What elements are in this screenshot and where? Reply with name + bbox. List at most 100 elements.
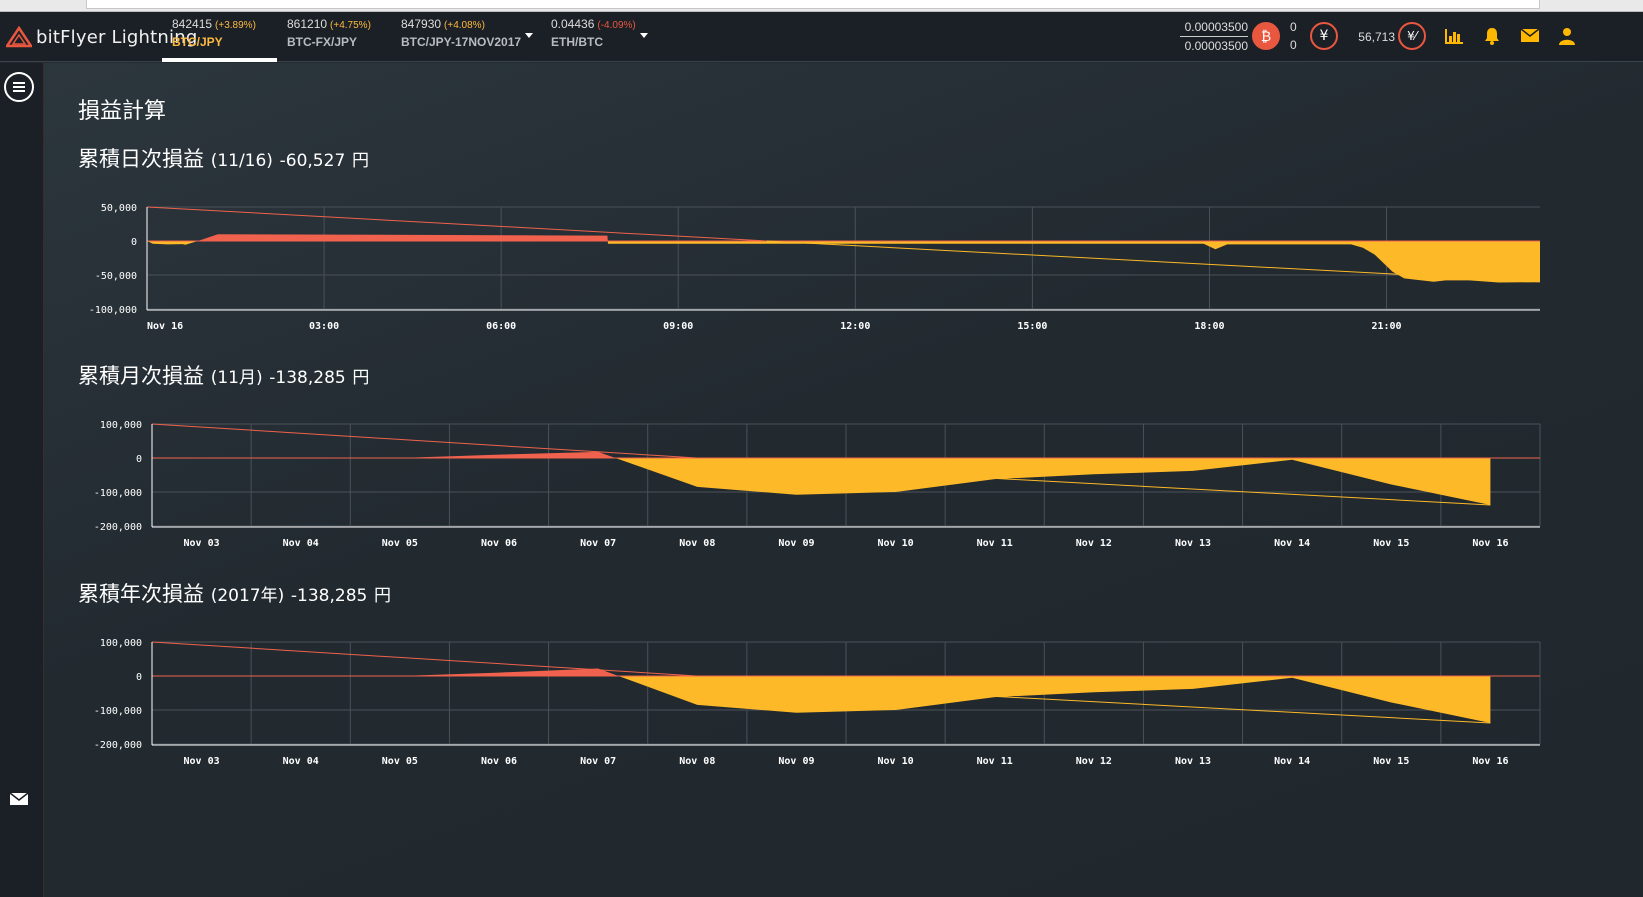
- address-bar[interactable]: [86, 0, 1540, 9]
- y-tick-label: -100,000: [89, 305, 137, 316]
- x-tick-label: Nov 06: [481, 538, 517, 549]
- trend-line: [151, 641, 698, 677]
- ticker-symbol: BTC-FX/JPY: [287, 35, 358, 49]
- chevron-down-icon[interactable]: [640, 33, 648, 38]
- logo[interactable]: bitFlyer Lightning: [6, 24, 197, 50]
- ticker-symbol: BTC/JPY: [172, 35, 223, 49]
- section-unit: 円: [374, 586, 392, 606]
- chart-icon[interactable]: [1444, 27, 1464, 50]
- x-tick-label: Nov 08: [679, 756, 715, 767]
- x-tick-label: Nov 04: [283, 538, 319, 549]
- chevron-down-icon[interactable]: [525, 33, 533, 38]
- x-tick-label: Nov 12: [1076, 756, 1112, 767]
- btc-balance-top: 0.00003500: [1180, 20, 1248, 37]
- jpy-balance-bottom: 0: [1290, 38, 1297, 52]
- monthly-pnl-title: 累積月次損益 (11月) -138,285 円: [78, 360, 369, 390]
- yearly-pnl-title: 累積年次損益 (2017年) -138,285 円: [78, 578, 391, 608]
- y-tick-label: 100,000: [100, 638, 142, 649]
- x-tick-label: Nov 04: [283, 756, 319, 767]
- loss-area: [152, 676, 1491, 723]
- y-tick-label: 0: [136, 672, 142, 683]
- x-tick-label: Nov 13: [1175, 756, 1211, 767]
- menu-icon[interactable]: [4, 72, 34, 102]
- yen-icon[interactable]: ¥: [1310, 22, 1338, 50]
- x-tick-label: 18:00: [1194, 321, 1224, 332]
- mail-icon[interactable]: [10, 793, 28, 805]
- ticker-price: 847930: [401, 17, 442, 31]
- section-amount: -138,285: [269, 368, 346, 388]
- section-period: (11月): [210, 368, 263, 388]
- btc-balance-bottom: 0.00003500: [1184, 39, 1248, 53]
- section-amount: -138,285: [290, 586, 368, 606]
- ticker-eth-btc[interactable]: 0.04436 (-4.09%) ETH/BTC: [541, 12, 641, 62]
- section-label: 累積年次損益: [78, 582, 204, 606]
- ticker-btc-jpy[interactable]: 842415 (+3.89%) BTC/JPY: [162, 12, 277, 62]
- app-name: bitFlyer Lightning: [36, 26, 198, 48]
- section-label: 累積月次損益: [78, 364, 204, 388]
- ticker-change: (+4.75%): [330, 20, 371, 31]
- ticker-btc-jpy-future[interactable]: 847930 (+4.08%) BTC/JPY-17NOV2017: [391, 12, 541, 62]
- bitcoin-icon[interactable]: ₿: [1252, 22, 1280, 50]
- x-tick-label: Nov 15: [1373, 756, 1409, 767]
- x-tick-label: 12:00: [840, 321, 870, 332]
- x-tick-label: Nov 05: [382, 538, 418, 549]
- ticker-symbol: ETH/BTC: [551, 35, 603, 49]
- x-tick-label: Nov 03: [184, 538, 220, 549]
- monthly-pnl-chart: 100,000 0 -100,000 -200,000 Nov 03 Nov 04 Nov …: [94, 420, 1541, 549]
- trend-line: [766, 240, 1541, 283]
- trend-line: [146, 206, 767, 242]
- trend-line: [151, 423, 698, 459]
- x-tick-label: 15:00: [1017, 321, 1047, 332]
- loss-area: [147, 241, 1540, 283]
- logo-icon: [6, 26, 32, 48]
- collateral-value: 56,713: [1358, 30, 1395, 44]
- gain-area: [147, 234, 1540, 241]
- gain-area: [152, 668, 1491, 676]
- x-tick-label: 21:00: [1371, 321, 1401, 332]
- trend-line: [994, 477, 1491, 506]
- ticker-price: 861210: [287, 17, 328, 31]
- section-unit: 円: [352, 368, 370, 388]
- ticker-symbol: BTC/JPY-17NOV2017: [401, 35, 522, 49]
- x-tick-label: Nov 16: [1472, 538, 1508, 549]
- trend-line: [994, 695, 1491, 724]
- user-icon[interactable]: [1558, 27, 1576, 50]
- gain-area: [152, 451, 1491, 458]
- x-tick-label: Nov 16: [1472, 756, 1508, 767]
- x-tick-label: Nov 13: [1175, 538, 1211, 549]
- x-tick-label: Nov 10: [878, 538, 914, 549]
- loss-area: [152, 458, 1491, 505]
- x-tick-label: Nov 03: [184, 756, 220, 767]
- bell-icon[interactable]: [1483, 27, 1501, 50]
- x-tick-label: Nov 07: [580, 756, 616, 767]
- y-tick-label: 0: [136, 454, 142, 465]
- main-content: 損益計算 累積日次損益 (11/16) -60,527 円 50,000 0 -50…: [44, 63, 1643, 897]
- y-tick-label: 0: [131, 237, 137, 248]
- daily-pnl-title: 累積日次損益 (11/16) -60,527 円: [78, 143, 369, 173]
- x-tick-label: Nov 09: [778, 538, 814, 549]
- top-bar: bitFlyer Lightning 842415 (+3.89%) BTC/JP…: [0, 12, 1643, 62]
- y-tick-label: -100,000: [94, 706, 142, 717]
- y-tick-label: -50,000: [95, 271, 137, 282]
- section-amount: -60,527: [279, 151, 346, 171]
- x-tick-label: Nov 11: [977, 756, 1013, 767]
- jpy-balance: 0 0: [1290, 20, 1306, 52]
- x-tick-label: Nov 08: [679, 538, 715, 549]
- section-period: (2017年): [210, 586, 285, 606]
- x-tick-label: Nov 10: [878, 756, 914, 767]
- x-tick-label: Nov 15: [1373, 538, 1409, 549]
- y-tick-label: 50,000: [101, 203, 137, 214]
- mail-icon[interactable]: [1520, 27, 1540, 48]
- x-tick-label: Nov 05: [382, 756, 418, 767]
- x-tick-label: Nov 14: [1274, 756, 1310, 767]
- yearly-pnl-chart: 100,000 0 -100,000 -200,000 Nov 03 Nov 04 Nov …: [94, 638, 1541, 767]
- ticker-price: 0.04436: [551, 17, 595, 31]
- browser-chrome: [0, 0, 1643, 12]
- y-tick-label: 100,000: [100, 420, 142, 431]
- y-tick-label: -200,000: [94, 522, 142, 533]
- y-tick-label: -100,000: [94, 488, 142, 499]
- ticker-change: (+4.08%): [444, 20, 485, 31]
- ticker-btc-fx-jpy[interactable]: 861210 (+4.75%) BTC-FX/JPY: [277, 12, 391, 62]
- sidebar: [0, 63, 44, 897]
- collateral-icon[interactable]: ¥⁄: [1398, 22, 1426, 50]
